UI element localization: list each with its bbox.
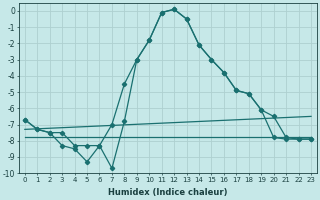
- X-axis label: Humidex (Indice chaleur): Humidex (Indice chaleur): [108, 188, 228, 197]
